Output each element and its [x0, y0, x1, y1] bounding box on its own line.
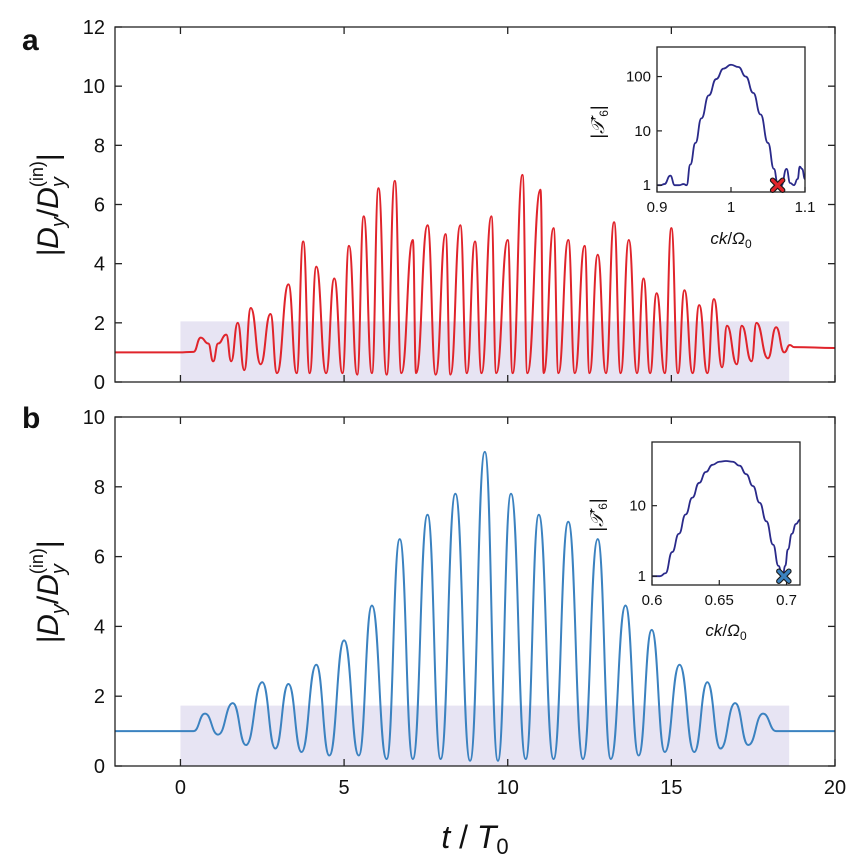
panel-letter-a: a	[22, 24, 39, 57]
y-tick-label: 0	[94, 372, 105, 394]
inset-curve-path	[657, 63, 806, 187]
x-axis: 0 5 10 15 20	[175, 417, 846, 799]
inset-y-tick-label: 10	[634, 123, 651, 140]
x-axis	[179, 27, 836, 382]
x-tick-label: 15	[660, 777, 682, 799]
x-tick-label: 0	[175, 777, 186, 799]
inset-x-tick-label: 0.65	[705, 592, 734, 609]
inset-x-axis: 0.6 0.65 0.7	[642, 580, 797, 609]
series-line	[115, 450, 835, 762]
inset-y-tick-label: 10	[629, 498, 646, 515]
series-line	[114, 173, 836, 376]
y-axis: 0 2 4 6 8 10	[83, 407, 835, 778]
inset-curve	[657, 63, 806, 187]
y-tick-label: 8	[94, 477, 105, 499]
inset-frame	[656, 46, 806, 193]
y-tick-label: 10	[83, 76, 105, 98]
inset-frame	[651, 441, 801, 586]
inset-b: 0.6 0.65 0.7 1 10 ck/Ω0 |𝒯′6|	[587, 441, 801, 643]
y-tick-label: 2	[94, 313, 105, 335]
y-tick-label: 0	[94, 756, 105, 778]
y-tick-label: 6	[94, 547, 105, 569]
inset-y-axis-label: |𝒯′6|	[588, 105, 611, 138]
y-tick-label: 6	[94, 195, 105, 217]
inset-a: 0.9 1 1.1 1 10 100 ck/Ω0 |𝒯′6|	[588, 46, 816, 251]
inset-y-axis: 1 10 100	[626, 69, 662, 194]
inset-x-tick-label: 1	[727, 199, 735, 216]
inset-x-axis-label: ck/Ω0	[705, 621, 747, 643]
inset-y-tick-label: 1	[643, 177, 651, 194]
marker-x	[771, 178, 785, 192]
inset-x-axis-label: ck/Ω0	[710, 229, 752, 251]
marker-x	[777, 569, 791, 583]
y-tick-label: 4	[94, 254, 105, 276]
inset-marker	[769, 177, 786, 193]
inset-y-axis-label: |𝒯′6|	[587, 498, 610, 531]
y-tick-label: 2	[94, 686, 105, 708]
inset-marker	[776, 568, 792, 584]
x-tick-label: 10	[497, 777, 519, 799]
inset-x-tick-label: 1.1	[795, 199, 816, 216]
inset-x-tick-label: 0.9	[647, 199, 668, 216]
inset-x-axis: 0.9 1 1.1	[647, 187, 816, 216]
y-tick-label: 10	[83, 407, 105, 429]
inset-x-tick-label: 0.7	[776, 592, 797, 609]
x-axis-label: t / T0	[441, 819, 508, 859]
y-tick-label: 8	[94, 135, 105, 157]
y-axis-label: |Dy/Dy(in)|	[27, 153, 70, 256]
panel-a: a 0 2 4 6 8 10 12 |Dy/Dy(in)| 0.9 1 1.1 1 10 100 c…	[22, 17, 836, 394]
inset-curve-path	[652, 460, 801, 579]
inset-y-tick-label: 1	[638, 568, 646, 585]
y-tick-label: 12	[83, 17, 105, 39]
inset-curve	[652, 460, 801, 579]
inset-y-tick-label: 100	[626, 69, 651, 86]
y-axis-label: |Dy/Dy(in)|	[27, 540, 70, 643]
series-path	[115, 450, 835, 762]
y-axis: 0 2 4 6 8 10 12	[83, 17, 835, 394]
series-path	[114, 173, 836, 376]
x-tick-label: 20	[824, 777, 846, 799]
y-tick-label: 4	[94, 616, 105, 638]
inset-y-axis: 1 10	[629, 498, 657, 585]
x-tick-label: 5	[339, 777, 350, 799]
inset-x-tick-label: 0.6	[642, 592, 663, 609]
panel-letter-b: b	[22, 402, 40, 435]
plot-frame	[114, 416, 836, 767]
